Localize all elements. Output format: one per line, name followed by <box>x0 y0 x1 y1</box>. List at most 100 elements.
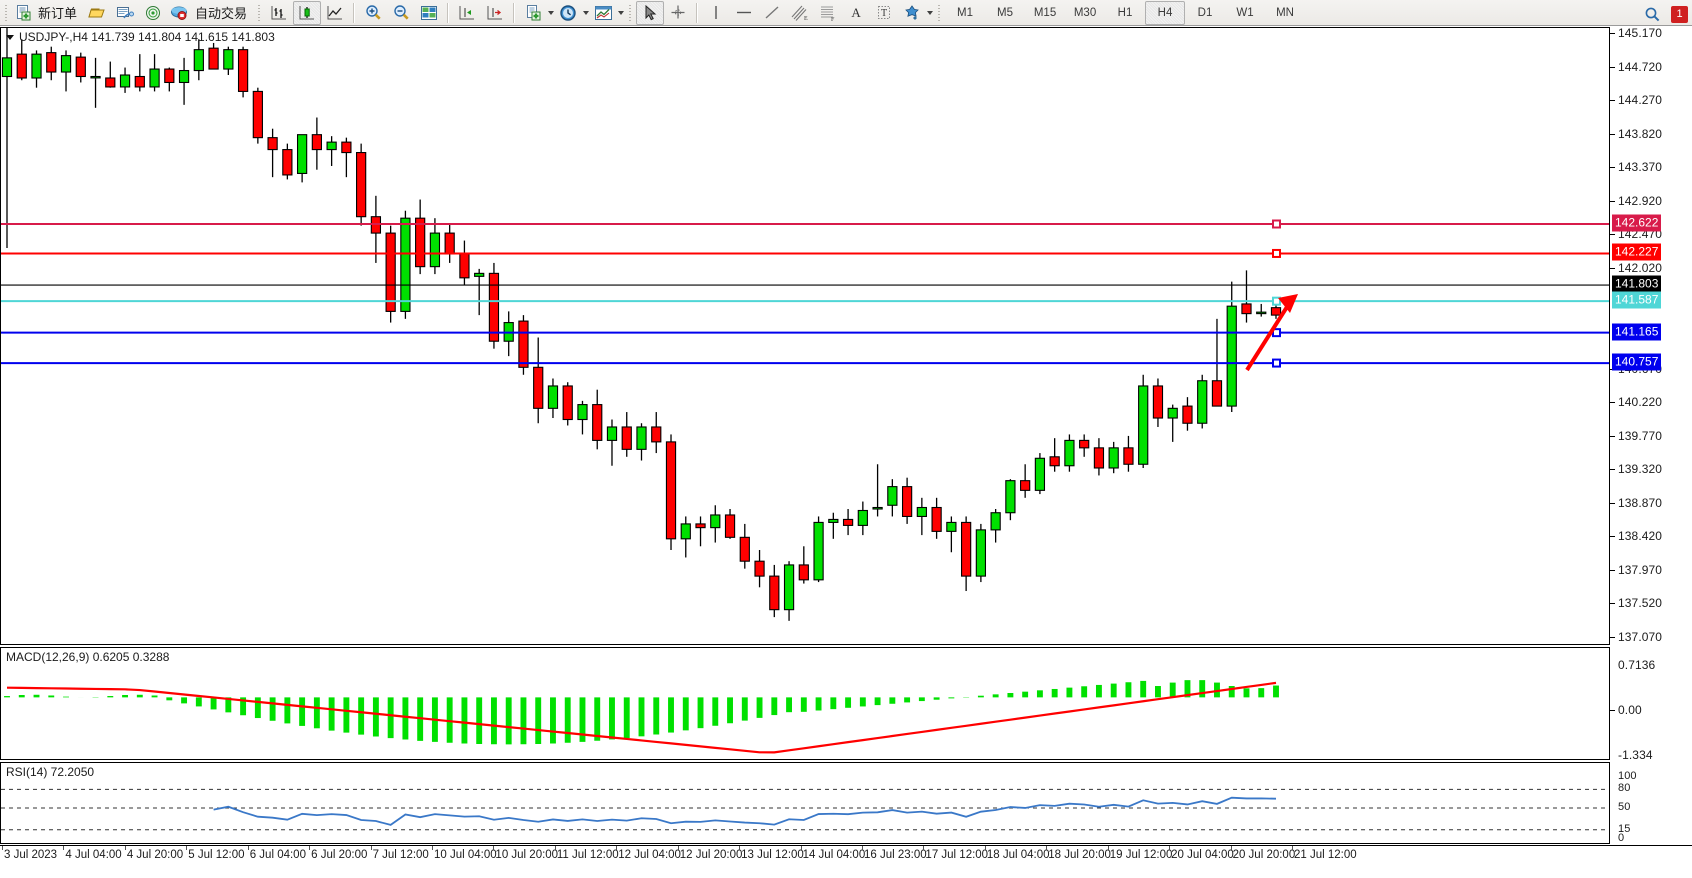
market-watch-icon[interactable] <box>111 1 139 25</box>
timeframe-button-m5[interactable]: M5 <box>985 1 1025 25</box>
red-line-tag[interactable]: 142.227 <box>1612 243 1662 261</box>
timeframe-button-h1[interactable]: H1 <box>1105 1 1145 25</box>
timeframe-label: M1 <box>957 6 974 19</box>
candle <box>651 412 662 454</box>
rsi-pane[interactable]: RSI(14) 72.2050 <box>0 762 1610 844</box>
h-line-handle[interactable] <box>1272 296 1281 306</box>
h-line-handle[interactable] <box>1272 358 1281 368</box>
chevron-down-icon-templates[interactable] <box>618 10 625 15</box>
candle <box>46 46 57 81</box>
timeframe-button-m30[interactable]: M30 <box>1065 1 1105 25</box>
bar-chart-icon[interactable] <box>265 1 293 25</box>
candle <box>680 516 691 558</box>
timeframe-button-m1[interactable]: M1 <box>945 1 985 25</box>
search-icon[interactable] <box>1639 2 1667 26</box>
toolbar-separator-2 <box>447 2 450 23</box>
candle <box>415 199 426 275</box>
zoom-in-icon[interactable] <box>359 1 387 25</box>
price-tick <box>1610 603 1615 605</box>
new-order-button[interactable]: 新订单 <box>12 1 83 25</box>
candle <box>710 505 721 543</box>
time-tick <box>124 846 126 850</box>
timeframe-button-mn[interactable]: MN <box>1265 1 1305 25</box>
auto-trading-icon[interactable]: 自动交易 <box>167 1 253 25</box>
candle <box>1167 404 1178 442</box>
price-tick-label: 139.320 <box>1618 462 1663 477</box>
alert-badge[interactable]: 1 <box>1671 5 1688 23</box>
timeframe-button-m15[interactable]: M15 <box>1025 1 1065 25</box>
equidistant-channel-icon[interactable]: E <box>786 1 814 25</box>
price-scale[interactable]: 145.170 144.720 144.270 143.820 143.370 142.9… <box>1610 26 1692 844</box>
chevron-down-icon-shapes[interactable] <box>927 10 934 15</box>
last-price-tag[interactable]: 141.803 <box>1612 275 1662 293</box>
navigator-icon[interactable] <box>139 1 167 25</box>
macd-label: MACD(12,26,9) 0.6205 0.3288 <box>6 650 170 664</box>
timeframe-button-w1[interactable]: W1 <box>1225 1 1265 25</box>
bullish-arrow-annotation[interactable] <box>1245 294 1298 372</box>
timeframe-button-d1[interactable]: D1 <box>1185 1 1225 25</box>
data-window-icon[interactable] <box>415 1 443 25</box>
candle <box>341 137 352 178</box>
blue-line-tag[interactable]: 141.165 <box>1612 323 1662 341</box>
chart-shift-icon[interactable] <box>453 1 481 25</box>
toolbar-grip[interactable] <box>3 2 10 23</box>
text-icon[interactable]: A <box>851 4 861 20</box>
time-tick <box>432 846 433 850</box>
timeframe-button-h4[interactable]: H4 <box>1145 0 1186 25</box>
candle <box>267 128 278 178</box>
time-tick <box>800 846 802 850</box>
shapes-icon[interactable] <box>898 1 926 25</box>
macd-signal-line <box>6 681 1277 754</box>
indicators-icon[interactable] <box>519 1 547 25</box>
toolbar-grip-4[interactable] <box>936 2 944 23</box>
price-tick <box>1610 234 1615 236</box>
h-line-handle[interactable] <box>1272 219 1281 229</box>
status-strip <box>0 869 1692 878</box>
price-tick-label: 137.070 <box>1618 630 1663 644</box>
candle <box>1108 441 1119 474</box>
price-tick <box>1610 100 1615 102</box>
candle <box>1182 397 1193 431</box>
candle <box>444 224 455 263</box>
line-chart-icon[interactable] <box>321 1 349 25</box>
crimson-line-tag[interactable]: 142.622 <box>1612 214 1662 232</box>
chevron-down-icon-indicators[interactable] <box>548 10 555 15</box>
cyan-line-tag[interactable]: 141.587 <box>1612 291 1662 309</box>
trendline-icon[interactable] <box>758 1 786 25</box>
toolbar-separator-4 <box>696 2 699 23</box>
chevron-down-icon-period[interactable] <box>583 10 590 15</box>
candle <box>90 57 101 108</box>
macd-tick <box>1610 710 1615 711</box>
candle <box>842 508 854 536</box>
price-tick-label: 142.920 <box>1618 193 1663 208</box>
auto-scroll-icon[interactable] <box>481 1 509 25</box>
blue-line-tag[interactable]: 140.757 <box>1612 353 1662 371</box>
period-icon[interactable] <box>554 1 582 25</box>
candle <box>75 52 86 83</box>
timeframe-group: M1 M5 M15 M30 H1 H4 D1 W1 MN <box>945 0 1305 25</box>
crosshair-icon[interactable] <box>664 1 692 25</box>
templates-icon[interactable] <box>589 1 617 25</box>
folder-icon[interactable] <box>83 1 111 25</box>
chart-menu-caret-icon[interactable] <box>6 35 14 41</box>
h-line-handle[interactable] <box>1272 248 1281 258</box>
time-tick <box>739 846 741 850</box>
label-icon[interactable]: T <box>870 1 898 25</box>
candlestick-icon[interactable] <box>293 0 322 25</box>
fibonacci-icon[interactable]: F <box>814 1 842 25</box>
candle <box>783 561 795 621</box>
horizontal-line-icon[interactable] <box>730 1 758 25</box>
timeframe-label: M30 <box>1073 6 1097 19</box>
toolbar-grip-3[interactable] <box>627 2 635 23</box>
toolbar-grip-2[interactable] <box>256 2 264 23</box>
macd-canvas <box>4 680 1279 754</box>
vertical-line-icon[interactable] <box>702 1 730 25</box>
candle <box>1005 479 1016 521</box>
chart-area[interactable]: USDJPY-,H4 141.739 141.804 141.615 141.8… <box>0 26 1692 878</box>
time-tick <box>247 846 249 850</box>
cursor-icon[interactable] <box>636 0 665 25</box>
time-scale[interactable]: 3 Jul 2023 4 Jul 04:00 4 Jul 20:00 5 Jul 12… <box>0 845 1692 870</box>
macd-pane[interactable]: MACD(12,26,9) 0.6205 0.3288 <box>0 647 1610 760</box>
price-pane[interactable]: USDJPY-,H4 141.739 141.804 141.615 141.8… <box>0 27 1610 645</box>
zoom-out-icon[interactable] <box>387 1 415 25</box>
